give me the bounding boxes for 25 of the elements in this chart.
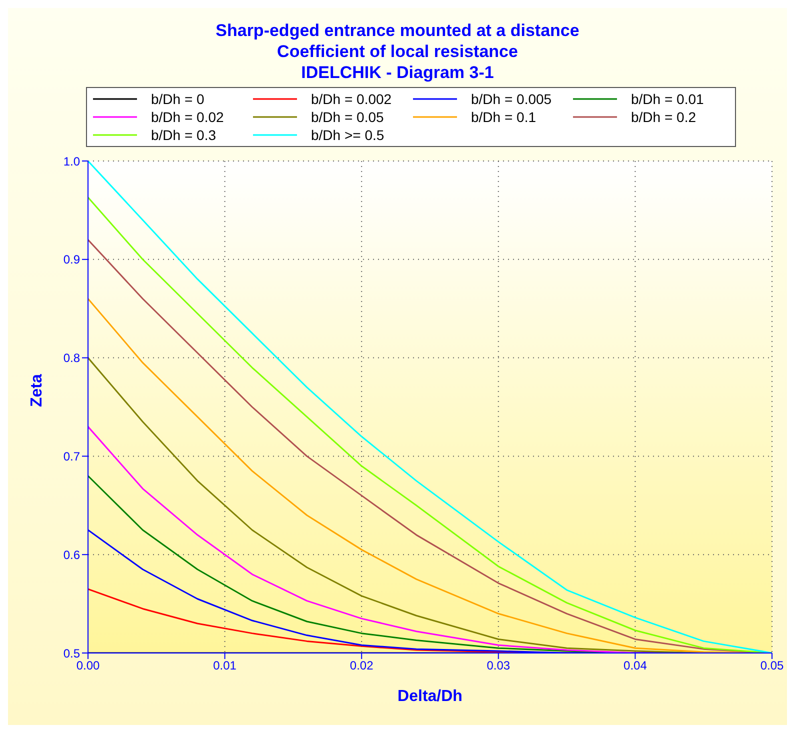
legend-label: b/Dh = 0.3 [151, 127, 216, 143]
legend-label: b/Dh = 0.05 [311, 109, 384, 125]
legend-label: b/Dh = 0.002 [311, 91, 392, 107]
y-tick-label: 1.0 [63, 154, 80, 168]
x-tick-label: 0.03 [486, 658, 510, 673]
y-tick-label: 0.6 [63, 548, 80, 562]
y-tick-label: 0.5 [63, 646, 80, 660]
legend-label: b/Dh = 0.01 [631, 91, 704, 107]
legend-label: b/Dh = 0.2 [631, 109, 696, 125]
y-axis-title: Zeta [28, 374, 46, 407]
legend-label: b/Dh = 0.02 [151, 109, 224, 125]
y-tick-label: 0.8 [63, 351, 80, 366]
x-tick-label: 0.01 [213, 658, 237, 673]
y-tick-label: 0.9 [63, 252, 80, 267]
y-tick-label: 0.7 [63, 449, 80, 464]
x-axis-title: Delta/Dh [398, 688, 462, 705]
legend-label: b/Dh >= 0.5 [311, 127, 384, 143]
chart-title: Sharp-edged entrance mounted at a distance Coefficient of local resistance IDELCHIK - Diagram 3-1 [214, 20, 580, 83]
x-tick-label: 0.05 [760, 658, 784, 673]
legend-label: b/Dh = 0 [151, 91, 204, 107]
legend-label: b/Dh = 0.005 [471, 91, 552, 107]
legend-label: b/Dh = 0.1 [471, 109, 536, 125]
x-tick-label: 0.04 [624, 658, 648, 673]
x-tick-label: 0.02 [350, 658, 374, 673]
x-tick-label: 0.00 [76, 658, 100, 673]
